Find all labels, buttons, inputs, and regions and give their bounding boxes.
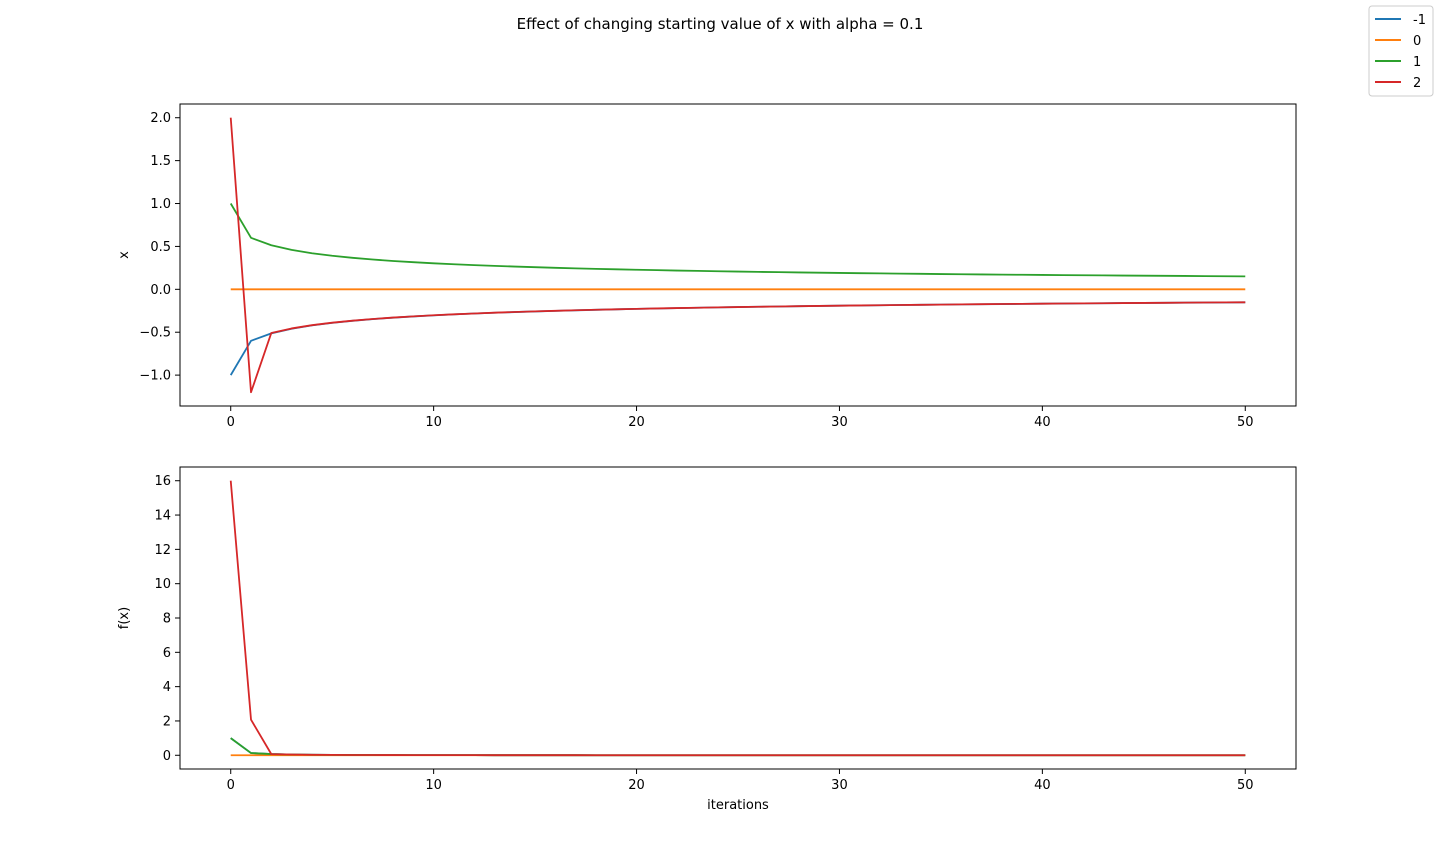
legend-entry-0: 0 — [1375, 34, 1421, 49]
y-tick-label: 14 — [154, 509, 171, 524]
legend-label: 1 — [1413, 55, 1421, 70]
series-line-1 — [229, 203, 1246, 278]
x-tick-label: 50 — [1237, 415, 1254, 430]
x-tick-label: 20 — [628, 778, 645, 793]
y-tick-label: 12 — [154, 543, 171, 558]
x-tick-label: 10 — [425, 778, 442, 793]
y-tick-label: 2.0 — [150, 111, 171, 126]
y-tick-label: 4 — [163, 680, 171, 695]
legend-frame — [1368, 5, 1434, 97]
y-tick-label: 8 — [163, 612, 171, 627]
x-tick-label: 0 — [227, 415, 235, 430]
x-tick-label: 10 — [425, 415, 442, 430]
series-group — [229, 117, 1246, 394]
axes-frame — [179, 103, 1297, 407]
axes-layer: 0 10 20 30 40 50−1.0−0.50.00.51.01.52.0x0 10 20… — [117, 103, 1297, 813]
y-tick-label: 0 — [163, 749, 171, 764]
y-tick-label: 16 — [154, 474, 171, 489]
legend-entry-2: 2 — [1375, 76, 1421, 91]
x-tick-label: 50 — [1237, 778, 1254, 793]
figure-title: Effect of changing starting value of x w… — [517, 15, 924, 33]
x-tick-label: 40 — [1034, 778, 1051, 793]
y-tick-label: 0.0 — [150, 283, 171, 298]
axes-frame — [179, 466, 1297, 770]
y-tick-label: 6 — [163, 646, 171, 661]
axes-panel-1: 0 10 20 30 40 50 −1.0 −0.5 0.0 0.5 1.0 1.5 2.0 x — [117, 103, 1297, 430]
axes-panel-2: 0 10 20 30 40 50 0 2 4 6 8 10 12 14 16 f(x) iterations — [117, 466, 1297, 813]
y-tick-label: 10 — [154, 577, 171, 592]
x-tick-label: 0 — [227, 778, 235, 793]
legend: -1 0 1 2 — [1368, 5, 1434, 97]
legend-label: 0 — [1413, 34, 1421, 49]
x-tick-label: 40 — [1034, 415, 1051, 430]
series-line--1 — [230, 737, 1246, 757]
y-tick-label: −0.5 — [139, 326, 171, 341]
series-group — [229, 480, 1246, 757]
y-tick-label: −1.0 — [139, 369, 171, 384]
y-tick-label: 1.0 — [150, 197, 171, 212]
y-axis-label: f(x) — [117, 607, 132, 629]
y-tick-label: 0.5 — [150, 240, 171, 255]
legend-entry-1: 1 — [1375, 55, 1421, 70]
y-axis-label: x — [117, 251, 132, 259]
series-line-2 — [229, 480, 1246, 757]
series-line-2 — [229, 117, 1246, 394]
series-line-1 — [230, 737, 1246, 757]
y-tick-label: 1.5 — [150, 154, 171, 169]
x-axis-label: iterations — [707, 798, 769, 813]
x-tick-label: 20 — [628, 415, 645, 430]
legend-entry--1: -1 — [1375, 13, 1426, 28]
y-tick-label: 2 — [163, 714, 171, 729]
x-tick-label: 30 — [831, 415, 848, 430]
legend-label: -1 — [1413, 13, 1426, 28]
legend-label: 2 — [1413, 76, 1421, 91]
series-line--1 — [229, 301, 1246, 376]
x-tick-label: 30 — [831, 778, 848, 793]
